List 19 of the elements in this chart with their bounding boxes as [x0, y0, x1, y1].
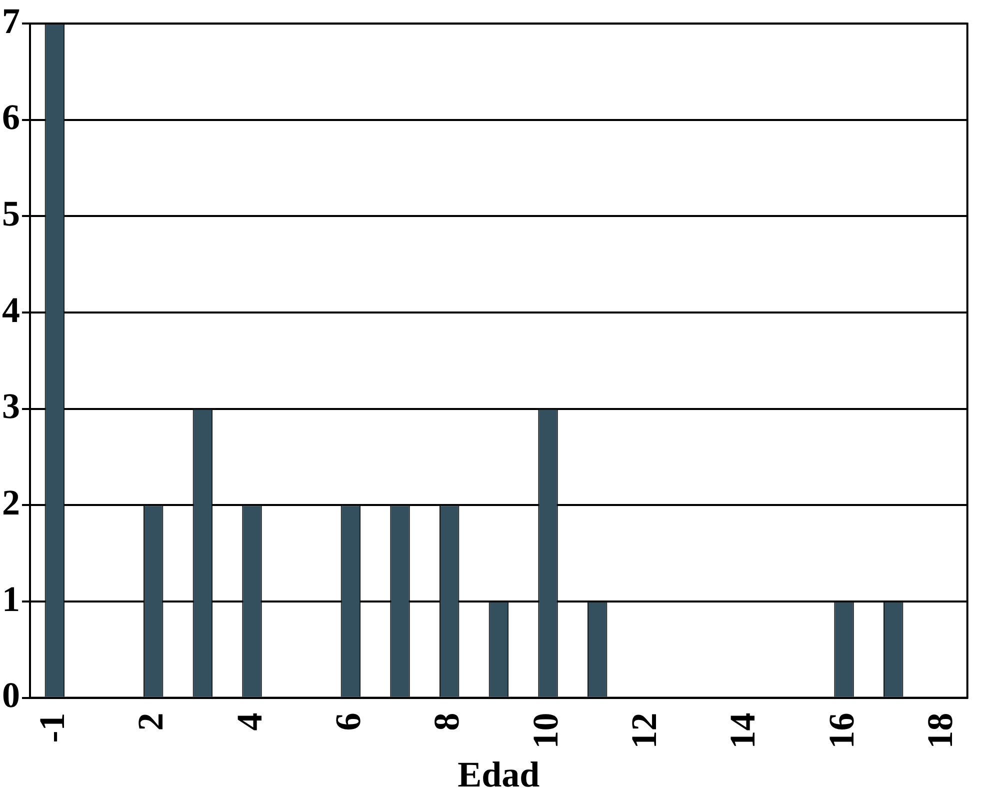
x-tick-label: 14: [722, 712, 763, 749]
x-tick-label: 10: [525, 712, 566, 749]
y-tick-label: 0: [2, 675, 20, 716]
x-axis-title: Edad: [458, 754, 540, 795]
x-tick-label: 6: [328, 712, 368, 731]
x-tick-label: 18: [920, 712, 960, 749]
x-tick-label: 16: [821, 712, 862, 749]
y-tick-label: 1: [2, 578, 20, 619]
x-tick-label: 12: [624, 712, 664, 749]
y-tick-label: 4: [2, 290, 20, 330]
y-tick-label: 3: [2, 386, 20, 426]
y-tick-label: 7: [2, 0, 20, 41]
x-tick-label: 4: [229, 712, 270, 731]
y-tick-label: 5: [2, 194, 20, 234]
y-tick-label: 6: [2, 97, 20, 138]
x-tick-label: -1: [32, 712, 72, 743]
x-tick-label: 8: [426, 712, 467, 731]
y-tick-label: 2: [2, 482, 20, 522]
x-tick-label: 2: [130, 712, 171, 731]
